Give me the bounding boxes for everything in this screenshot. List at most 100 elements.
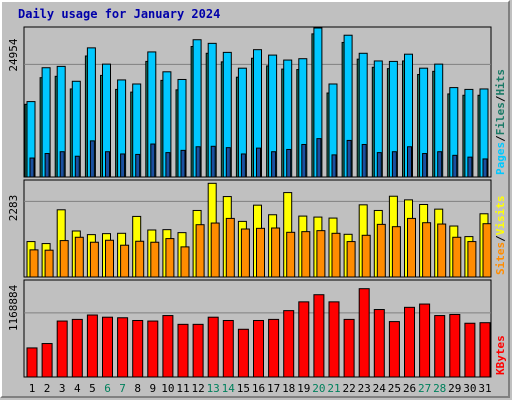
bar-kbytes-day-15 [237,328,249,378]
top-series-legend: Pages/Files/Hits [494,69,507,175]
bar-sites-day-3 [59,240,69,278]
day-label-20: 20 [312,382,325,395]
bar-sites-day-4 [74,236,84,278]
day-label-18: 18 [282,382,295,395]
bar-sites-day-11 [180,246,190,278]
day-label-12: 12 [191,382,204,395]
middle-tick-label: 2283 [7,195,20,222]
bar-sites-day-10 [165,238,175,278]
bar-sites-day-27 [422,222,432,278]
bar-sites-day-19 [301,231,311,278]
bar-sites-day-21 [331,232,341,278]
legend-visits: Visits [494,196,507,236]
bar-kbytes-day-27 [419,303,431,378]
bar-sites-day-8 [135,240,145,278]
day-label-10: 10 [161,382,174,395]
bar-pages-day-10 [165,152,171,178]
bar-kbytes-day-16 [253,319,264,378]
bar-kbytes-day-10 [162,315,174,378]
bar-sites-day-28 [437,223,447,278]
day-label-24: 24 [373,382,387,395]
bar-pages-day-7 [120,153,126,178]
bar-pages-day-27 [422,153,428,178]
day-label-14: 14 [222,382,236,395]
bottom-tick-label: 1168884 [7,284,20,331]
bar-kbytes-day-5 [86,314,98,378]
top-tick-label: 24954 [7,38,20,71]
bar-pages-day-14 [225,147,231,178]
bar-sites-day-14 [225,217,235,278]
bar-pages-day-25 [391,151,397,178]
bar-pages-day-21 [331,154,337,178]
bar-sites-day-29 [452,236,462,278]
bar-sites-day-24 [376,223,386,278]
legend-sites: Sites [494,242,507,275]
bar-kbytes-day-18 [283,310,295,378]
bar-kbytes-day-20 [313,294,325,378]
bar-sites-day-30 [467,241,477,278]
bar-kbytes-day-6 [102,316,113,378]
legend-pages: Pages [494,142,507,175]
bar-kbytes-day-9 [147,320,159,378]
day-label-2: 2 [44,382,51,395]
bar-kbytes-day-23 [358,288,370,378]
day-label-21: 21 [327,382,340,395]
day-label-4: 4 [74,382,81,395]
day-label-28: 28 [433,382,446,395]
bar-kbytes-day-11 [177,323,189,378]
panel-top [23,26,492,178]
bar-kbytes-day-17 [268,318,280,378]
day-label-5: 5 [89,382,96,395]
bar-kbytes-day-12 [192,323,204,378]
bar-sites-day-6 [105,239,114,278]
bar-pages-day-8 [135,153,141,178]
legend-hits: Hits [494,69,507,96]
bar-pages-day-3 [59,151,65,178]
day-label-11: 11 [176,382,189,395]
bar-sites-day-16 [256,227,265,278]
bar-pages-day-9 [150,143,156,178]
day-label-25: 25 [388,382,401,395]
bar-kbytes-day-25 [388,321,400,378]
bar-kbytes-day-28 [434,315,446,378]
bar-sites-day-13 [210,222,220,278]
middle-series-legend: Sites/Visits [494,196,507,276]
bar-pages-day-6 [105,151,110,178]
day-label-22: 22 [342,382,355,395]
bar-pages-day-11 [180,149,186,178]
bar-pages-day-23 [361,143,367,178]
bar-sites-day-5 [89,241,99,278]
day-label-7: 7 [119,382,126,395]
bar-pages-day-24 [376,152,382,178]
bar-sites-day-20 [316,230,326,278]
legend-files: Files [494,102,507,135]
bar-pages-day-30 [467,156,473,178]
bar-pages-day-29 [452,154,458,178]
bar-pages-day-5 [89,140,95,178]
day-label-6: 6 [104,382,111,395]
day-label-30: 30 [463,382,476,395]
bar-kbytes-day-3 [56,320,68,378]
bar-sites-day-12 [195,224,205,278]
day-label-3: 3 [59,382,66,395]
bar-kbytes-day-8 [132,319,144,378]
bar-kbytes-day-4 [71,318,83,378]
bar-pages-day-26 [407,146,412,178]
bar-kbytes-day-30 [464,322,476,378]
bar-pages-day-2 [44,153,50,178]
bar-pages-day-22 [346,139,352,178]
day-label-27: 27 [418,382,431,395]
bar-kbytes-day-1 [26,347,38,378]
bar-pages-day-17 [271,151,277,178]
bar-sites-day-25 [391,226,401,278]
bar-kbytes-day-7 [117,317,129,378]
bar-sites-day-2 [44,249,54,278]
bar-sites-day-17 [271,227,281,278]
bar-sites-day-22 [346,241,356,278]
day-label-23: 23 [358,382,371,395]
chart-title: Daily usage for January 2024 [18,7,221,21]
bar-sites-day-26 [407,217,416,278]
bar-sites-day-23 [361,234,371,278]
